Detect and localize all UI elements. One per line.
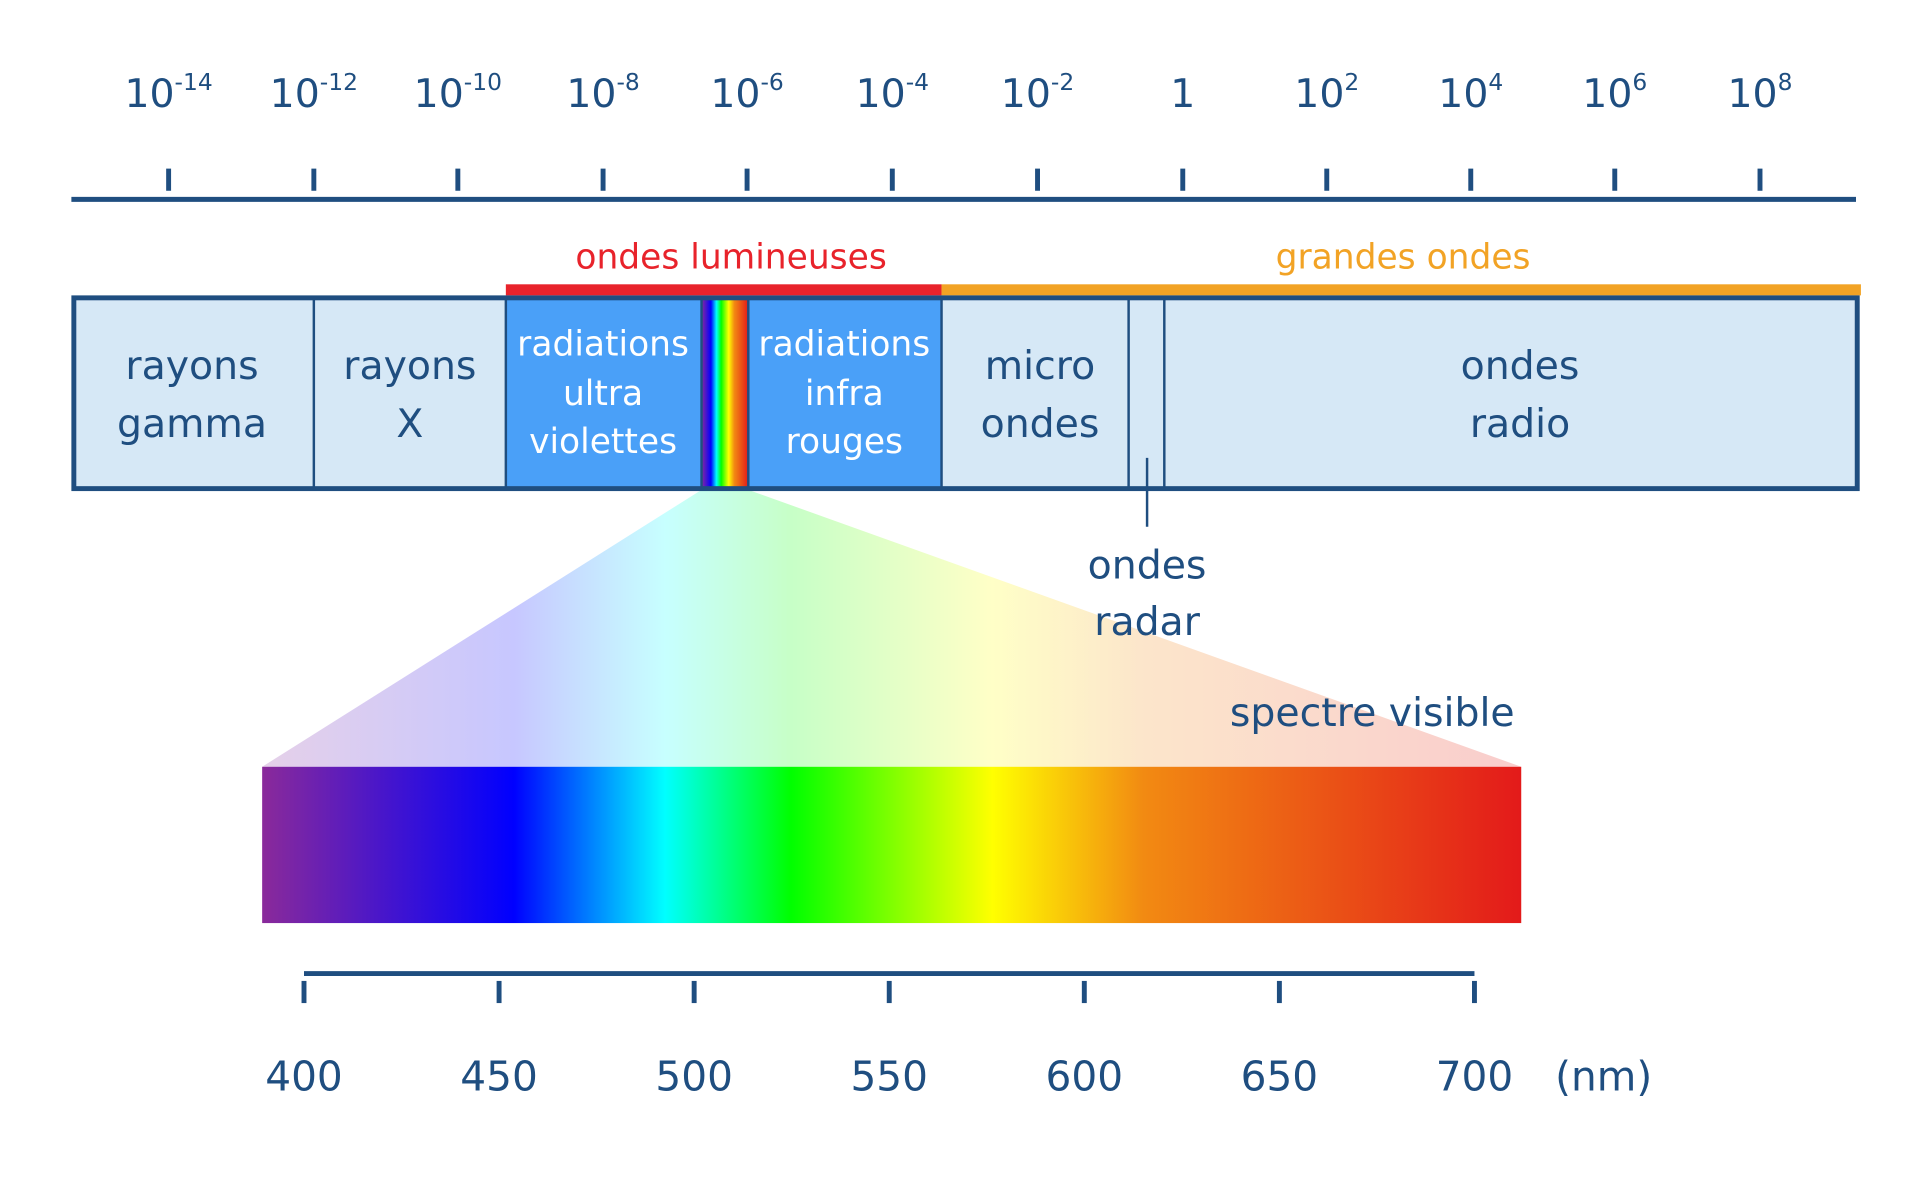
tick-label: 104: [1438, 68, 1503, 117]
tick-label: 108: [1728, 68, 1793, 117]
tick-base: 10: [566, 71, 616, 117]
cell-dividers: [312, 297, 1166, 489]
tick-base: 10: [1294, 71, 1344, 117]
tick-base: 10: [1728, 71, 1778, 117]
band-label: rouges: [786, 422, 903, 462]
tick-label: 1: [1170, 71, 1195, 117]
tick-label: 10-2: [1001, 68, 1074, 117]
tick-base: 10: [856, 71, 906, 117]
tick-base: 10: [124, 71, 174, 117]
band-label: radiations: [517, 325, 689, 365]
tick-exponent: -10: [464, 68, 502, 96]
tick-exponent: -2: [1051, 68, 1074, 96]
group-bar: [941, 284, 1861, 296]
tick-label: 10-12: [270, 68, 358, 117]
zoom-triangle: [262, 489, 1522, 767]
tick-label: 600: [1046, 1052, 1124, 1100]
uv-cell: [505, 297, 702, 489]
band-label: radio: [1470, 401, 1570, 447]
tick-exponent: 2: [1344, 68, 1359, 96]
band-label: gamma: [117, 401, 267, 447]
visible-label: spectre visible: [1230, 690, 1515, 736]
radar-label: radar: [1094, 599, 1200, 645]
tick-base: 10: [1001, 71, 1051, 117]
tick-exponent: -12: [320, 68, 358, 96]
band-label: micro: [985, 343, 1095, 389]
tick-base: 10: [270, 71, 320, 117]
tick-exponent: 4: [1488, 68, 1503, 96]
group-bar: [505, 284, 942, 296]
radar-label: ondes: [1088, 542, 1207, 588]
tick-label: 550: [850, 1052, 928, 1100]
band-box-border: [71, 295, 1860, 492]
group-label: grandes ondes: [1276, 237, 1531, 277]
tick-base: 1: [1170, 71, 1195, 117]
tick-label: 10-14: [124, 68, 212, 117]
band-label: rayons: [125, 343, 258, 389]
group-label: ondes lumineuses: [575, 237, 886, 277]
tick-label: 102: [1294, 68, 1359, 117]
band-label: ultra: [563, 374, 643, 414]
tick-label: 400: [265, 1052, 343, 1100]
band-label: violettes: [529, 422, 677, 462]
tick-label: 10-8: [566, 68, 639, 117]
visible-spectrum: [262, 766, 1522, 924]
tick-base: 10: [1582, 71, 1632, 117]
band-label: radiations: [758, 325, 930, 365]
tick-label: 10-4: [856, 68, 929, 117]
band-label: rayons: [343, 343, 476, 389]
tick-label: 700: [1436, 1052, 1514, 1100]
tick-base: 10: [710, 71, 760, 117]
tick-exponent: -14: [175, 68, 213, 96]
tick-exponent: 6: [1632, 68, 1647, 96]
band-box: [73, 297, 1858, 489]
tick-exponent: -8: [616, 68, 639, 96]
tick-base: 10: [1438, 71, 1488, 117]
tick-base: 10: [414, 71, 464, 117]
tick-label: 500: [655, 1052, 733, 1100]
tick-label: 10-6: [710, 68, 783, 117]
tick-exponent: -4: [906, 68, 929, 96]
band-label: infra: [805, 374, 884, 414]
visible-cell: [701, 297, 749, 489]
tick-label: 106: [1582, 68, 1647, 117]
unit-label: (nm): [1555, 1052, 1652, 1100]
tick-label: 450: [460, 1052, 538, 1100]
tick-exponent: -6: [760, 68, 783, 96]
band-label: X: [396, 401, 423, 447]
tick-label: 650: [1241, 1052, 1319, 1100]
ir-cell: [748, 297, 942, 489]
band-label: ondes: [1461, 343, 1580, 389]
band-label: ondes: [981, 401, 1100, 447]
tick-label: 10-10: [414, 68, 502, 117]
tick-exponent: 8: [1778, 68, 1793, 96]
